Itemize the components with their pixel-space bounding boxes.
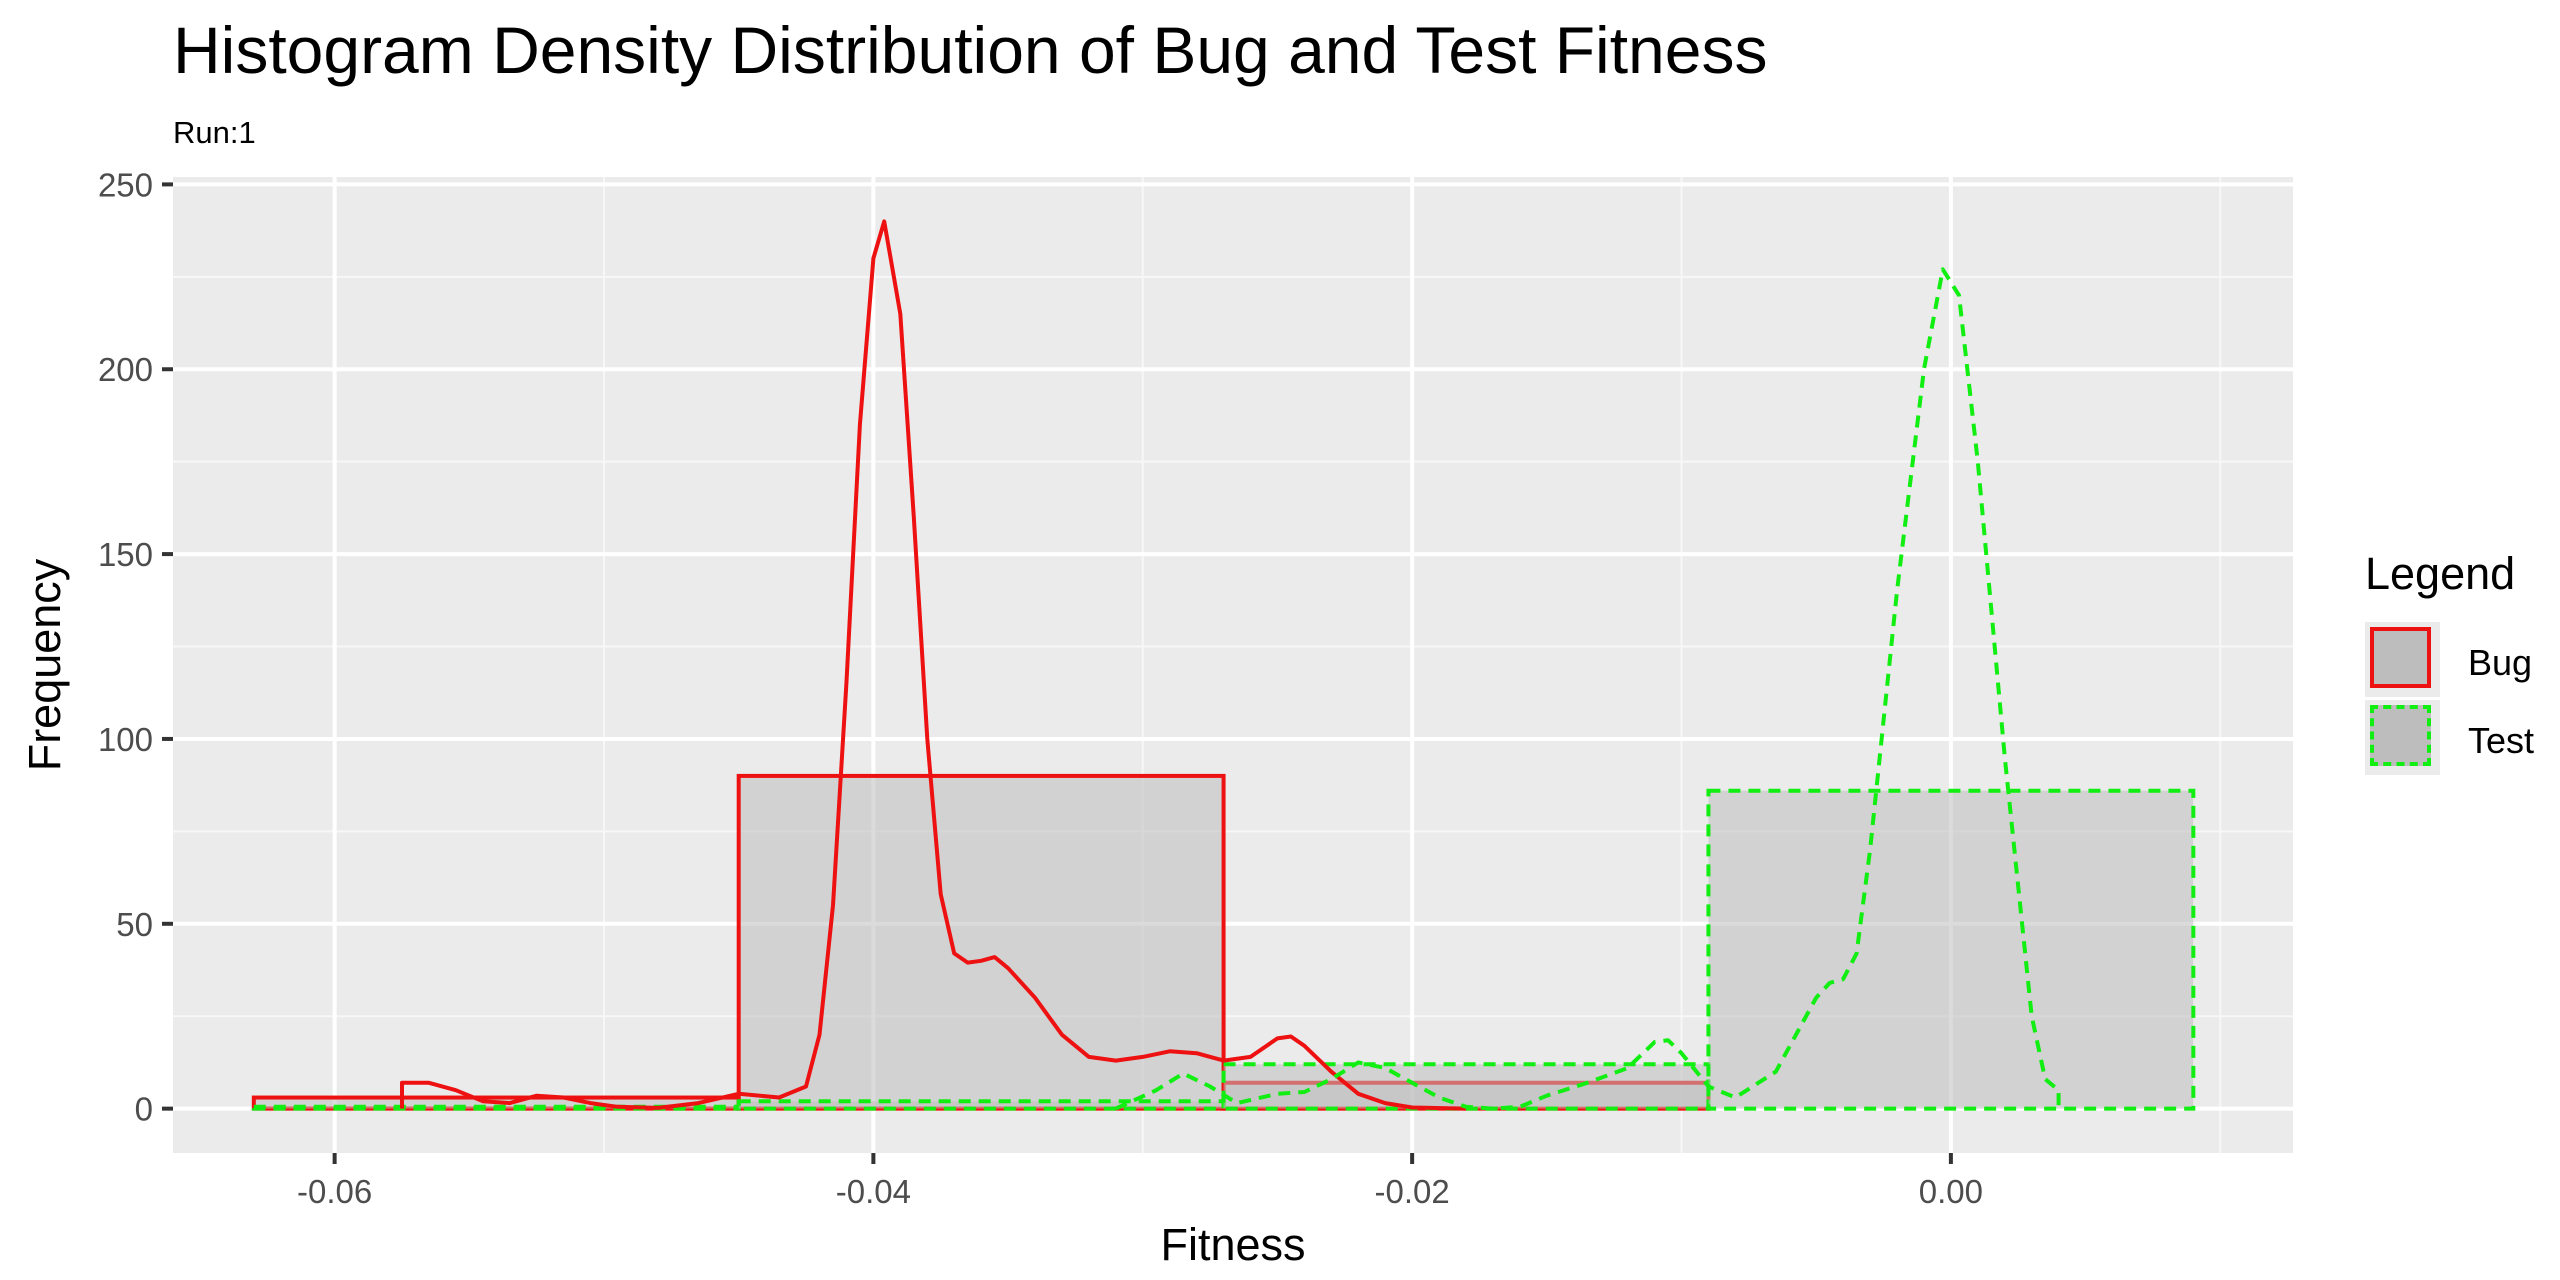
chart-title: Histogram Density Distribution of Bug an… [173,13,1768,87]
legend-swatch-bug [2370,627,2431,688]
x-tick-label: -0.04 [836,1173,911,1210]
x-tick-label: -0.02 [1375,1173,1450,1210]
y-tick-label: 150 [98,536,153,573]
density-curves [400,219,2061,1111]
legend-label-bug: Bug [2468,642,2533,683]
histogram-bar-test [736,1099,1226,1111]
histogram-bar-test [1221,1062,1711,1111]
axes: -0.06 -0.04 -0.02 0.00 0 50 100 150 200 250 [98,166,1983,1210]
y-tick-label: 250 [98,166,153,203]
chart-subtitle: Run:1 [173,115,256,150]
y-tick-label: 0 [135,1091,153,1128]
y-tick-label: 200 [98,351,153,388]
legend-swatch-test [2370,705,2431,766]
y-tick-label: 50 [116,906,153,943]
histogram-bars [251,773,2196,1111]
y-axis-title: Frequency [19,558,70,771]
density-curve-test [1114,267,2061,1111]
legend-key-bug [2365,622,2440,697]
histogram-bar-test [1706,788,2196,1111]
x-tick-label: 0.00 [1919,1173,1983,1210]
y-tick-label: 100 [98,721,153,758]
histogram-bar-bug [736,773,1226,1111]
legend-label-test: Test [2468,720,2535,761]
legend-key-test [2365,700,2440,775]
x-axis-title: Fitness [1160,1219,1305,1270]
x-tick-label: -0.06 [297,1173,372,1210]
legend-title: Legend [2365,548,2516,599]
density-curve-bug [400,219,1467,1111]
